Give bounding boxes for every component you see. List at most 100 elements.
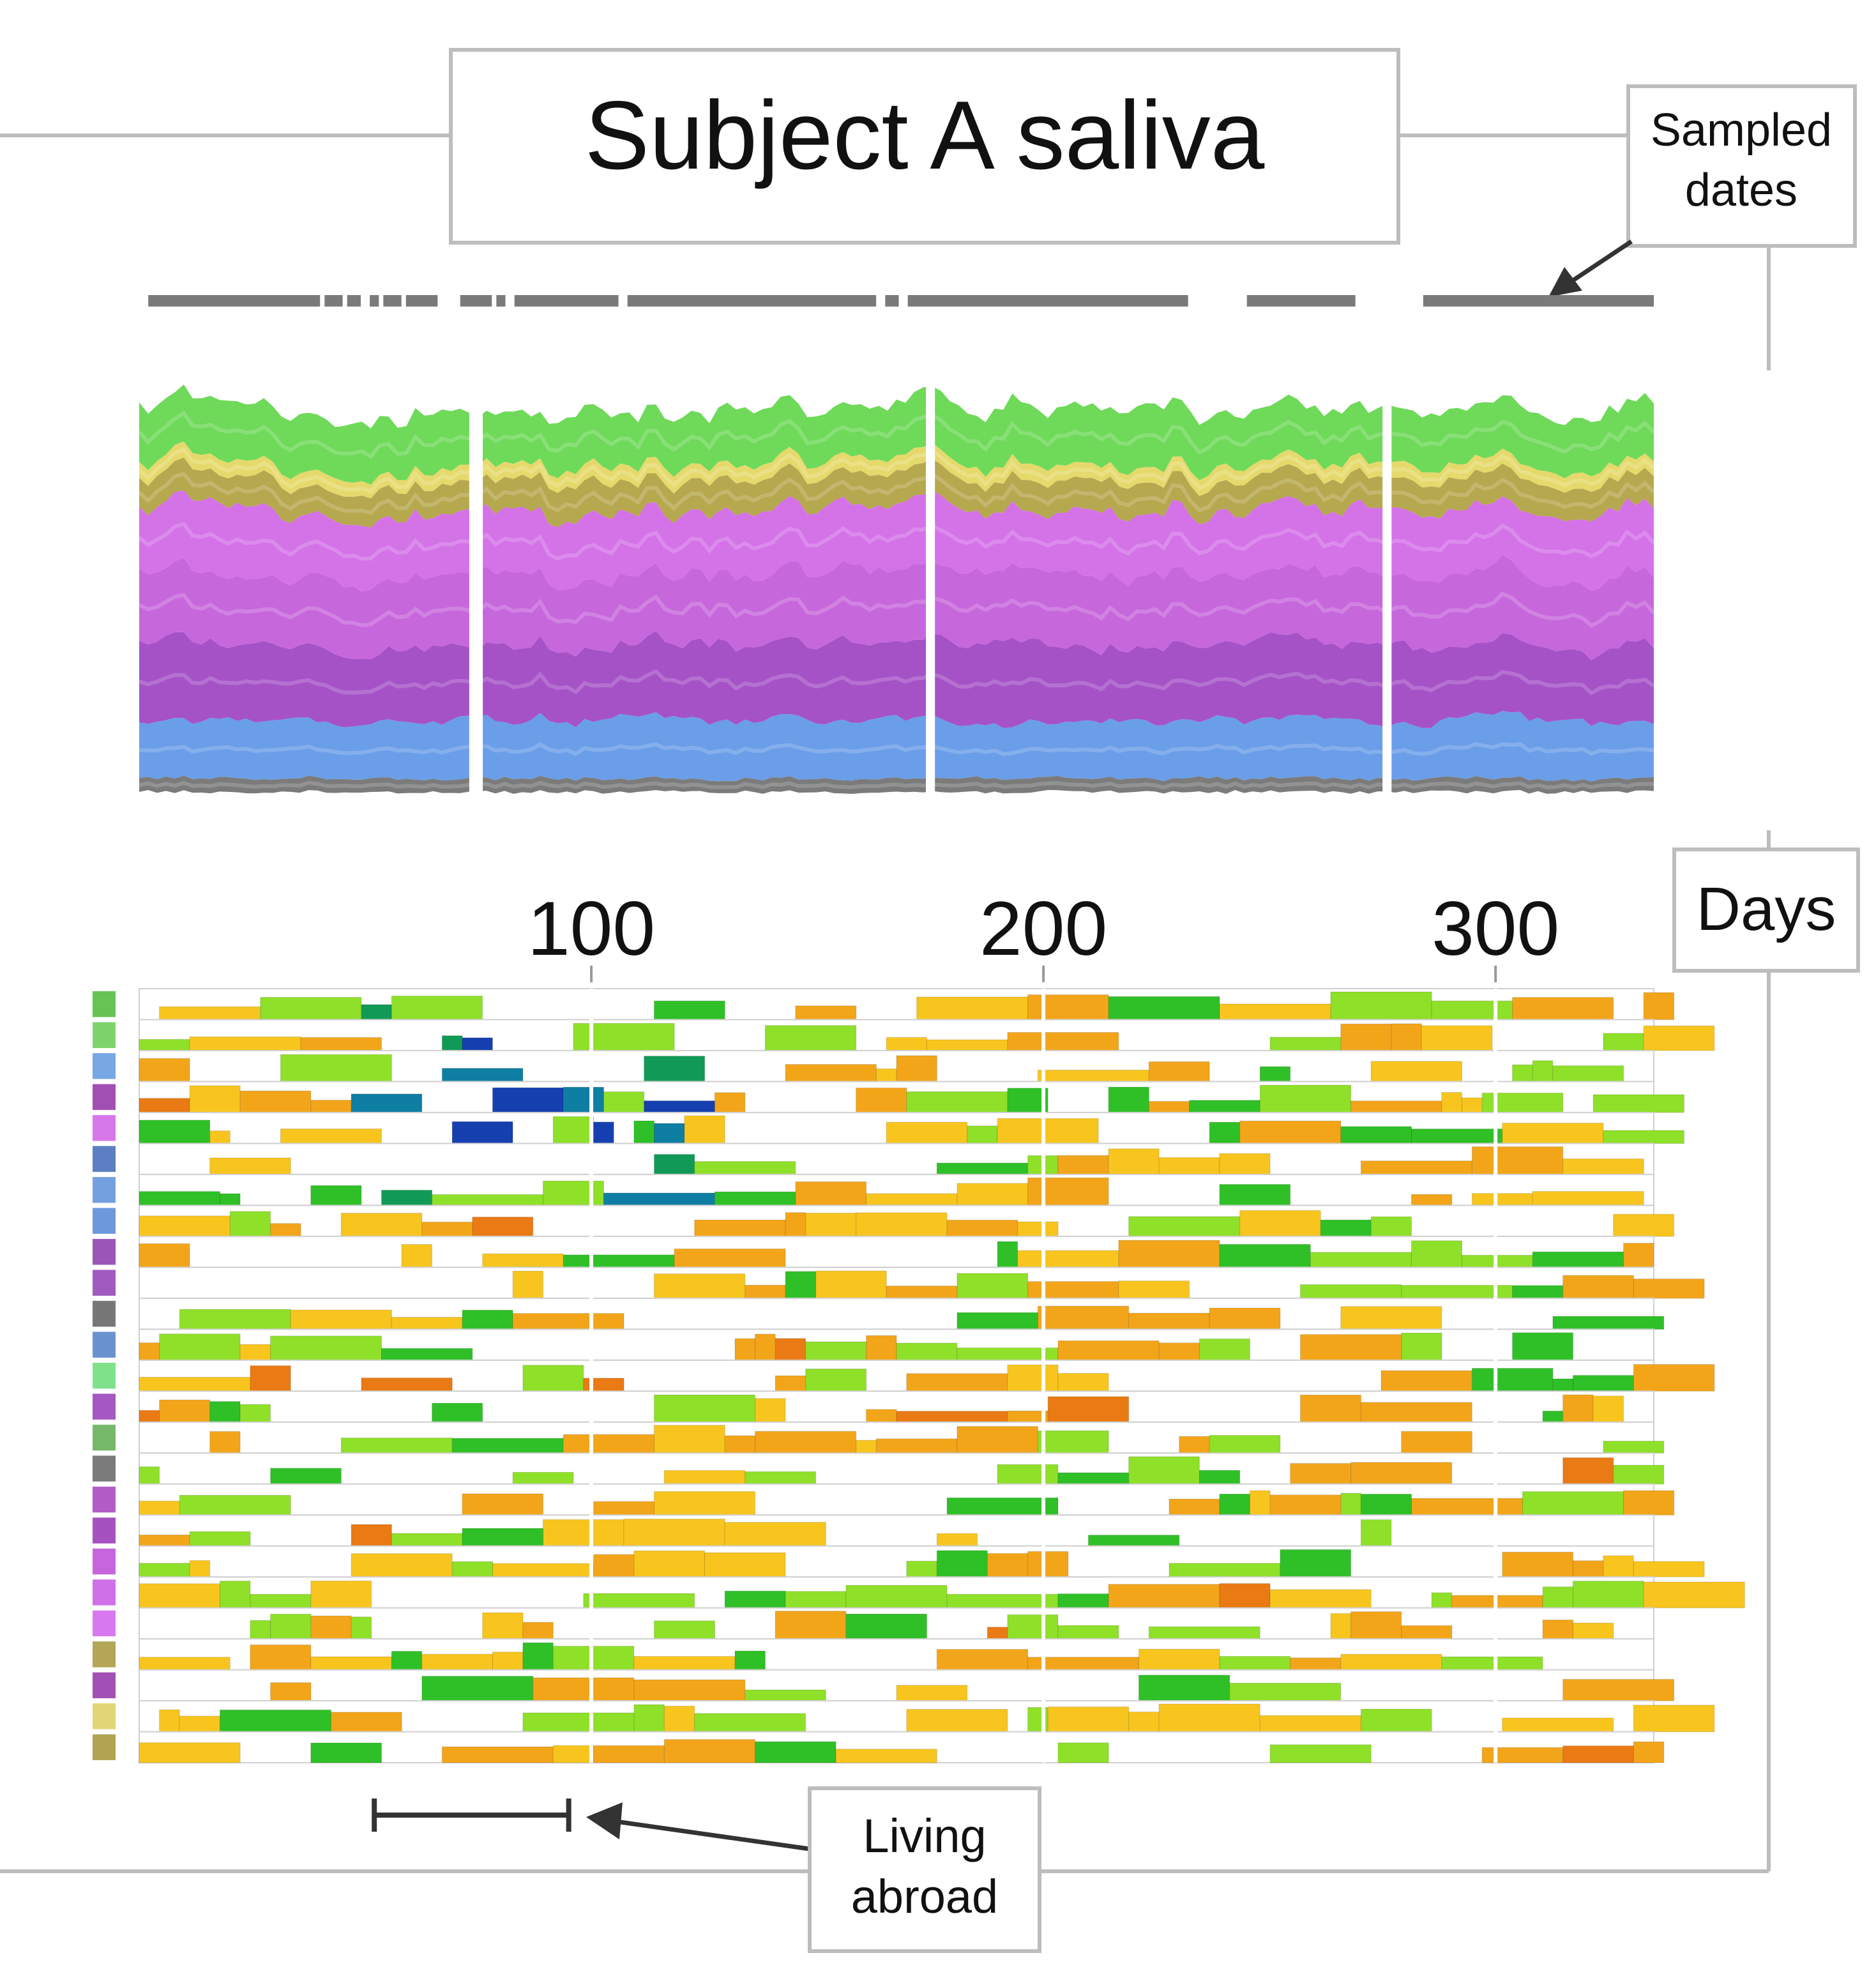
heatmap-cell: [270, 1223, 301, 1237]
sampled-date-span-11: [907, 295, 1188, 307]
x-tick-label-200: 200: [980, 886, 1107, 971]
heatmap-cell: [1633, 1705, 1715, 1733]
heatmap-cell: [654, 1491, 756, 1516]
heatmap-cell: [1057, 1155, 1109, 1175]
heatmap-cell: [1552, 1316, 1665, 1330]
heatmap-cell: [421, 1676, 534, 1701]
heatmap-cell: [522, 1642, 554, 1671]
heatmap-cell: [1633, 1279, 1705, 1299]
sampled-dates-box: [1626, 84, 1857, 248]
heatmap-cell: [1340, 1126, 1412, 1144]
heatmap-cell: [441, 1035, 463, 1051]
area-layer-band-5: [137, 471, 1656, 515]
heatmap-cell: [654, 1274, 746, 1299]
heatmap-cell: [472, 1217, 534, 1237]
heatmap-cell: [1512, 1285, 1564, 1299]
area-layer-band-1: [139, 741, 1654, 756]
heatmap-cell: [1401, 1431, 1472, 1454]
living-abroad-arrow: [586, 1802, 810, 1852]
heatmap-cell: [1007, 1088, 1048, 1113]
heatmap-cell: [1118, 1281, 1190, 1299]
heatmap-cell: [1269, 1589, 1372, 1609]
heatmap-cell: [835, 1749, 937, 1763]
area-layer-band-3: [138, 591, 1656, 628]
heatmap-cell: [270, 1613, 312, 1639]
heatmap-cell: [139, 1038, 190, 1051]
heatmap-cell: [694, 1219, 786, 1237]
heatmap-cell: [451, 1561, 494, 1578]
heatmap-cell: [1138, 1675, 1230, 1701]
heatmap-cell: [189, 1085, 241, 1113]
heatmap-cell: [856, 1440, 877, 1454]
heatmap-cell: [1057, 1593, 1109, 1609]
heatmap-row-color-23: [93, 1703, 116, 1730]
sampled-date-span-12: [1246, 295, 1356, 307]
heatmap-cell: [1462, 1097, 1483, 1113]
heatmap-cell: [1088, 1535, 1180, 1547]
heatmap-cell: [1037, 1305, 1130, 1330]
heatmap-cell: [1411, 1498, 1523, 1516]
heatmap-cell: [1138, 1648, 1220, 1671]
heatmap-cell: [1552, 1378, 1573, 1392]
heatmap-cell: [250, 1645, 312, 1670]
heatmap-cell: [331, 1712, 402, 1733]
heatmap-cell: [139, 1583, 220, 1609]
heatmap-cell: [906, 1091, 1008, 1113]
heatmap-cell: [1007, 1032, 1119, 1051]
chart-title: Subject A saliva: [585, 81, 1265, 190]
heatmap-cell: [573, 1023, 675, 1051]
heatmap-cell: [209, 1431, 241, 1454]
heatmap-cell: [159, 1709, 180, 1733]
heatmap-cell: [310, 1185, 362, 1206]
heatmap-cell: [159, 1006, 261, 1021]
heatmap-cell: [1441, 1656, 1543, 1671]
sampled-date-span-0: [148, 295, 321, 307]
heatmap-cell: [1411, 1240, 1463, 1268]
heatmap-cell: [1633, 1741, 1665, 1763]
heatmap-cell: [1421, 1025, 1493, 1051]
x-tick-label-100: 100: [527, 886, 655, 971]
heatmap-cell: [1562, 1745, 1634, 1763]
heatmap-cell: [1360, 1708, 1432, 1732]
heatmap-cell: [1219, 1184, 1291, 1206]
heatmap-cell: [482, 1253, 564, 1268]
heatmap-cell: [1128, 1312, 1210, 1330]
heatmap-cell: [1502, 1123, 1604, 1144]
heatmap-cell: [512, 1270, 543, 1299]
heatmap-cell: [563, 1434, 655, 1454]
heatmap-row-color-6: [93, 1176, 116, 1203]
heatmap-cell: [633, 1679, 746, 1701]
heatmap-cell: [1219, 1583, 1271, 1609]
heatmap-cell: [866, 1409, 897, 1423]
heatmap-cell: [310, 1742, 382, 1763]
heatmap-cell: [1290, 1657, 1342, 1671]
heatmap-cell: [139, 1500, 180, 1516]
x-axis-ticks: 100 200 300: [527, 886, 1559, 982]
heatmap-cell: [755, 1431, 857, 1454]
heatmap-cell: [552, 1646, 635, 1671]
heatmap-cell: [1057, 1742, 1109, 1763]
heatmap-cell: [1300, 1334, 1402, 1361]
heatmap-cell: [351, 1553, 453, 1578]
heatmap-cell: [139, 1058, 190, 1082]
heatmap-cell: [866, 1335, 897, 1361]
heatmap-cell: [1320, 1219, 1372, 1237]
sampled-dates-label-line2: dates: [1685, 165, 1797, 216]
heatmap-cell: [492, 1563, 594, 1578]
heatmap-cell: [139, 1534, 190, 1547]
heatmap-cell: [1512, 1064, 1533, 1082]
heatmap-cell: [1108, 996, 1220, 1021]
heatmap-cell: [633, 1120, 655, 1144]
heatmap-cell: [755, 1398, 786, 1423]
heatmap-cell: [815, 1270, 887, 1299]
heatmap-cell: [159, 1399, 211, 1423]
heatmap-cell: [1047, 1396, 1130, 1423]
heatmap-cell: [1573, 1560, 1604, 1578]
heatmap-cell: [492, 1652, 524, 1671]
heatmap-cell: [1562, 1158, 1644, 1175]
sampled-dates-bar: [148, 295, 1654, 307]
heatmap-cell: [1411, 1194, 1453, 1206]
heatmap-cell: [441, 1746, 554, 1763]
heatmap-cell: [906, 1560, 937, 1578]
area-layer-0: [139, 775, 1654, 794]
